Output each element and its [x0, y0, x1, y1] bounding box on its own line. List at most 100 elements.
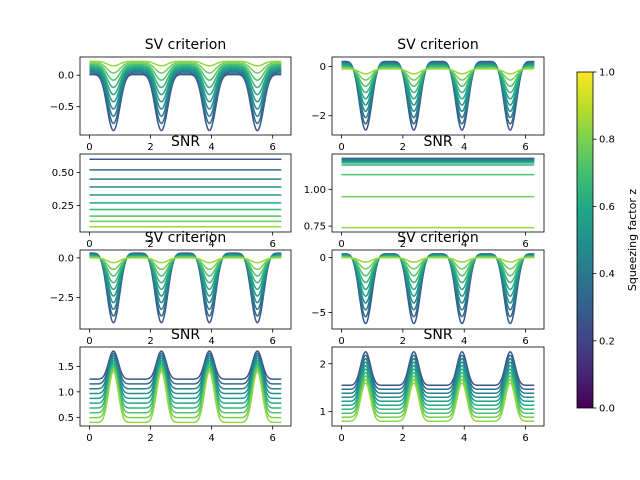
series-line — [341, 382, 535, 422]
series-line — [341, 64, 535, 100]
series-line — [341, 378, 535, 418]
x-tick-label: 0 — [338, 142, 344, 153]
x-tick-label: 0 — [86, 239, 92, 250]
series-line — [89, 361, 282, 404]
colorbar-tick-label: 0.2 — [599, 336, 615, 347]
axes-frame — [79, 56, 292, 136]
x-tick-label: 6 — [269, 239, 275, 250]
x-tick-label: 2 — [400, 239, 406, 250]
y-tick-label: −0.5 — [50, 102, 74, 113]
series-line — [89, 63, 282, 81]
series-line — [89, 256, 282, 271]
panel-title: SV criterion — [145, 230, 226, 246]
series-line — [89, 359, 282, 400]
axes-frame — [331, 56, 545, 136]
colorbar-frame — [576, 71, 594, 409]
panel-4: SNR 0 2 4 6 0.75 1.00 — [304, 134, 545, 250]
series-line — [89, 364, 282, 409]
x-tick-label: 0 — [338, 336, 344, 347]
axes-frame — [79, 346, 292, 427]
y-tick-label: 2 — [320, 359, 326, 370]
series-line — [89, 366, 282, 414]
y-tick-label: 0.50 — [52, 168, 74, 179]
x-tick-label: 2 — [400, 336, 406, 347]
x-tick-label: 2 — [400, 433, 406, 444]
series-line — [89, 350, 282, 380]
y-tick-label: 0.5 — [58, 413, 74, 424]
colorbar-tick-label: 0.0 — [599, 404, 615, 415]
series-line — [89, 354, 282, 390]
series-line — [89, 370, 282, 424]
x-tick-label: 2 — [147, 433, 153, 444]
x-tick-label: 2 — [147, 336, 153, 347]
series-line — [89, 62, 282, 74]
colorbar: 0.0 0.2 0.4 0.6 0.8 1.0 Squeezing factor z — [576, 68, 639, 415]
panel-title: SNR — [171, 327, 200, 343]
series-line — [89, 65, 282, 89]
x-tick-label: 2 — [400, 142, 406, 153]
series-line — [341, 358, 535, 395]
x-tick-label: 4 — [208, 433, 214, 444]
series-line — [341, 375, 535, 414]
x-tick-label: 4 — [461, 239, 467, 250]
x-tick-label: 6 — [269, 433, 275, 444]
x-tick-label: 4 — [461, 336, 467, 347]
y-tick-label: 1.0 — [58, 387, 74, 398]
x-tick-label: 6 — [269, 336, 275, 347]
panel-title: SV criterion — [397, 230, 478, 246]
x-tick-label: 2 — [147, 142, 153, 153]
x-tick-label: 0 — [86, 433, 92, 444]
panel-title: SV criterion — [397, 37, 478, 53]
x-tick-label: 0 — [86, 336, 92, 347]
plot-area: 0 2 4 6 1 2 — [320, 346, 545, 444]
x-tick-label: 6 — [522, 433, 528, 444]
series-line — [341, 354, 535, 391]
panel-title: SV criterion — [145, 37, 226, 53]
y-tick-label: −2 — [311, 111, 326, 122]
colorbar-label: Squeezing factor z — [626, 189, 639, 291]
panel-1: SV criterion 0 2 4 6 −0.5 0.0 — [50, 37, 292, 153]
series-line — [89, 357, 282, 395]
colorbar-tick-label: 0.6 — [599, 202, 615, 213]
y-tick-label: −5 — [311, 308, 326, 319]
x-tick-label: 4 — [208, 239, 214, 250]
x-tick-label: 6 — [522, 142, 528, 153]
series-line — [341, 67, 535, 81]
x-tick-label: 2 — [147, 239, 153, 250]
x-tick-label: 0 — [338, 433, 344, 444]
y-tick-label: 1.00 — [304, 185, 326, 196]
y-tick-label: 0.75 — [304, 222, 326, 233]
series-line — [89, 257, 282, 264]
series-line — [89, 72, 282, 125]
axes-frame — [79, 249, 292, 330]
plot-area: 0 2 4 6 −5 0 — [311, 249, 545, 347]
colorbar-ticks: 0.0 0.2 0.4 0.6 0.8 1.0 — [593, 68, 615, 415]
y-tick-label: 0.25 — [52, 201, 74, 212]
series-line — [341, 68, 535, 75]
series-line — [341, 256, 535, 263]
series-line — [341, 368, 535, 406]
panel-8: SNR 0 2 4 6 1 2 — [320, 327, 545, 444]
panel-7: SNR 0 2 4 6 0.5 1.0 1.5 — [58, 327, 292, 444]
plot-area: 0 2 4 6 0.5 1.0 1.5 — [58, 346, 292, 444]
series-line — [341, 66, 535, 88]
plot-area: 0 2 4 6 0.25 0.50 — [52, 153, 292, 250]
series-line — [89, 352, 282, 385]
panel-5: SV criterion 0 2 4 6 −2.5 0.0 — [50, 230, 292, 347]
plot-area: 0 2 4 6 −2 0 — [311, 56, 545, 153]
colorbar-tick-label: 0.8 — [599, 135, 615, 146]
series-line — [89, 66, 282, 96]
colorbar-gradient — [577, 72, 593, 408]
colorbar-tick-label: 0.4 — [599, 269, 615, 280]
panel-title: SNR — [423, 134, 452, 150]
axes-frame — [331, 249, 545, 330]
y-tick-label: 1 — [320, 407, 326, 418]
plot-area: 0 2 4 6 −2.5 0.0 — [50, 249, 292, 347]
x-tick-label: 6 — [269, 142, 275, 153]
panel-title: SNR — [171, 134, 200, 150]
series-line — [341, 351, 535, 387]
y-tick-label: 0.0 — [58, 71, 74, 82]
axes-frame — [331, 346, 545, 427]
y-tick-label: 0 — [320, 253, 326, 264]
